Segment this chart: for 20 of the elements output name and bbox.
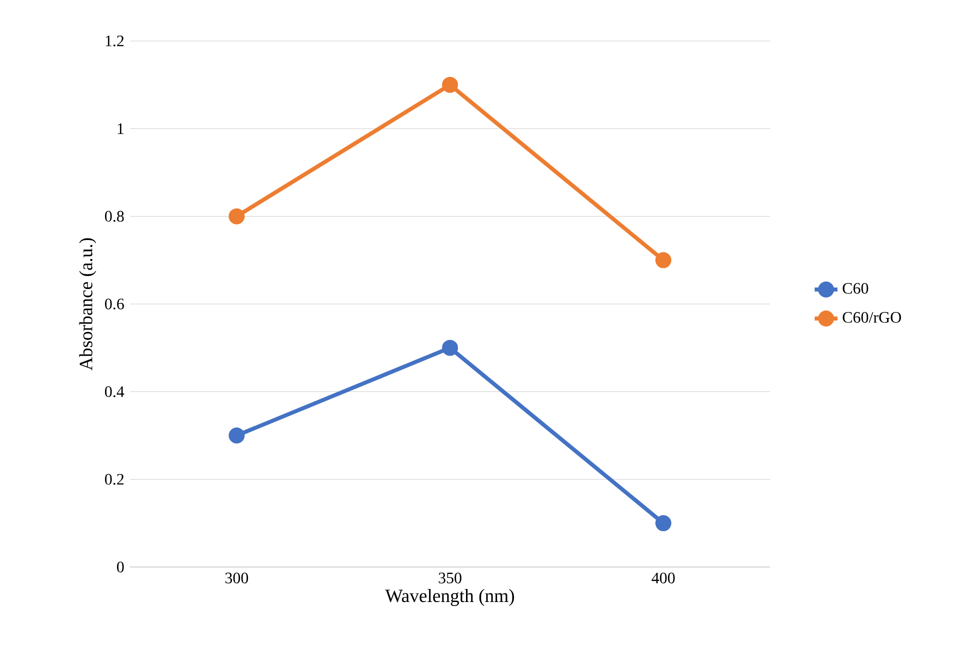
point <box>442 340 458 356</box>
x-axis-title: Wavelength (nm) <box>385 588 514 606</box>
x-tick-label: 300 <box>225 572 248 584</box>
y-tick-label: 0 <box>117 562 124 572</box>
point <box>228 208 245 224</box>
y-tick-label: 0.2 <box>105 474 124 485</box>
y-tick-label: 1 <box>118 123 124 134</box>
legend-label: C60 <box>842 282 868 294</box>
y-tick-label: 0.4 <box>105 386 124 398</box>
y-tick-label: 1.2 <box>106 36 124 46</box>
y-tick-label: 0.8 <box>105 210 124 222</box>
x-tick-label: 400 <box>652 572 675 584</box>
y-tick-label: 0.6 <box>105 298 124 310</box>
point <box>228 428 245 444</box>
point <box>655 515 672 532</box>
y-axis-title: Absorbance (a.u.) <box>79 238 96 370</box>
point <box>442 76 458 93</box>
point <box>655 252 672 268</box>
x-tick-label: 350 <box>438 572 462 584</box>
legend-label: C60/rGO <box>842 312 901 323</box>
